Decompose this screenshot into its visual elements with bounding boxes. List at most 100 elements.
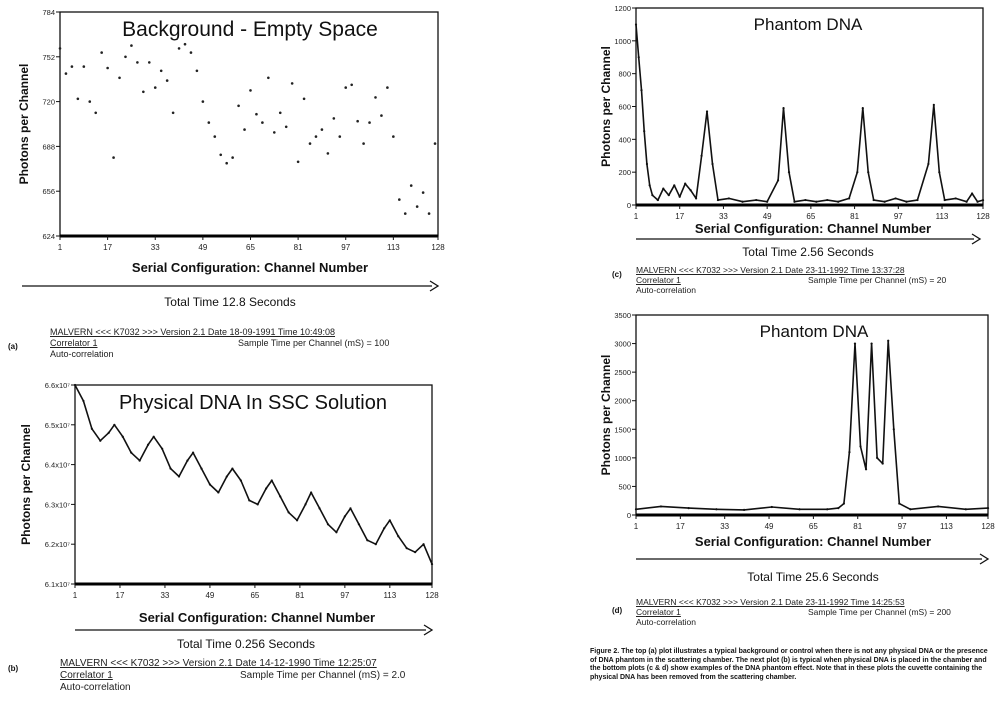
panel-d-series-line <box>635 339 989 511</box>
panel-b-title: Physical DNA In SSC Solution <box>119 392 387 414</box>
panel-a-data-point <box>421 191 425 194</box>
panel-d-series-point <box>837 507 840 510</box>
panel-b-correlator: Correlator 1 <box>60 670 113 681</box>
panel-b-series-point <box>177 475 181 478</box>
panel-c-y-tick-label: 200 <box>618 168 631 177</box>
panel-a-data-point <box>338 135 342 138</box>
panel-c-series-point <box>656 198 659 202</box>
panel-a-data-point <box>58 47 62 50</box>
panel-d-series-point <box>842 502 845 505</box>
panel-a-data-point <box>153 86 157 89</box>
panel-c-info-line: MALVERN <<< K7032 >>> Version 2.1 Date 2… <box>636 265 905 275</box>
panel-a-data-point <box>219 153 223 157</box>
panel-b-y-tick-label: 6.5x10⁷ <box>45 421 71 430</box>
panel-d-series-point <box>986 507 990 510</box>
panel-c-tag: (c) <box>612 270 622 279</box>
panel-c-x-tick-label: 128 <box>976 212 990 221</box>
panel-b-series-point <box>326 523 330 526</box>
panel-d-y-tick-label: 3000 <box>614 340 631 349</box>
panel-d-series-point <box>634 508 638 511</box>
panel-a-data-point <box>189 51 193 54</box>
panel-d-info: MALVERN <<< K7032 >>> Version 2.1 Date 2… <box>636 597 986 627</box>
panel-c-y-tick-label: 800 <box>618 70 631 79</box>
panel-c-series-point <box>883 200 886 203</box>
panel-b-series-point <box>397 535 400 538</box>
panel-c-series-point <box>872 198 875 202</box>
panel-a-data-point <box>350 83 353 87</box>
panel-a-y-tick-label: 688 <box>42 142 55 151</box>
panel-c-series-point <box>782 107 785 110</box>
panel-a-data-point <box>255 112 258 116</box>
panel-b-series-point <box>208 483 212 486</box>
panel-c-x-tick-label: 17 <box>675 212 684 221</box>
panel-d-series-point <box>881 462 884 465</box>
panel-d-series-point <box>964 508 967 511</box>
panel-a-x-tick-label: 128 <box>431 243 445 252</box>
panel-c-series-point <box>932 103 935 106</box>
panel-a-data-point <box>213 135 217 138</box>
panel-c-series-point <box>651 194 654 197</box>
panel-a-data-point <box>136 61 139 64</box>
panel-a-x-tick-label: 97 <box>341 243 350 252</box>
panel-d-y-axis-label: Photons per Channel <box>599 355 613 476</box>
panel-d-x-tick-label: 17 <box>676 522 685 531</box>
panel-b-series-point <box>383 527 386 530</box>
panel-b-series-point <box>191 451 195 454</box>
panel-a-data-point <box>392 135 395 138</box>
panel-d-y-tick-label: 1500 <box>614 425 631 434</box>
panel-a-data-point <box>267 76 270 80</box>
panel-b-y-tick-label: 6.3x10⁷ <box>45 500 71 509</box>
panel-c-y-tick-label: 0 <box>627 201 631 210</box>
panel-a-total-time: Total Time 12.8 Seconds <box>164 295 295 309</box>
panel-d-series-point <box>870 342 873 345</box>
panel-b-series-point <box>152 435 155 438</box>
panel-d-series-point <box>937 505 940 508</box>
panel-a-data-point <box>249 89 252 92</box>
panel-c-series-point <box>965 200 968 203</box>
panel-c-y-tick-label: 1000 <box>614 37 631 46</box>
panel-c-series-point <box>916 198 919 202</box>
panel-c-series-point <box>867 171 870 174</box>
panel-c-series-point <box>894 197 897 200</box>
panel-c-series-point <box>954 197 957 200</box>
panel-a-data-point <box>237 104 240 108</box>
panel-c-total-time: Total Time 2.56 Seconds <box>742 245 873 259</box>
panel-b-series-point <box>121 435 124 438</box>
panel-a-title: Background - Empty Space <box>122 18 378 41</box>
panel-c-mode: Auto-correlation <box>636 285 697 295</box>
panel-b-y-tick-label: 6.4x10⁷ <box>45 461 71 470</box>
panel-c-x-tick-label: 65 <box>806 212 815 221</box>
panel-d-time-arrow-head <box>979 553 990 565</box>
panel-d-info-line: MALVERN <<< K7032 >>> Version 2.1 Date 2… <box>636 597 905 607</box>
panel-c-y-tick-label: 600 <box>618 103 631 112</box>
panel-a-data-point <box>326 152 330 155</box>
panel-c-title: Phantom DNA <box>754 15 863 34</box>
panel-a-data-point <box>82 65 86 68</box>
panel-d-plot-frame <box>635 314 989 516</box>
panel-a-data-point <box>94 111 98 115</box>
panel-a-data-point <box>243 128 246 131</box>
panel-a-data-point <box>296 160 300 164</box>
panel-c-series-point <box>970 192 974 195</box>
panel-c-x-tick-label: 81 <box>850 212 859 221</box>
panel-c-series-point <box>787 171 791 174</box>
panel-d-y-tick-label: 500 <box>618 482 631 491</box>
panel-b-series-point <box>287 511 290 514</box>
panel-d-series-point <box>659 505 663 508</box>
panel-d-mode: Auto-correlation <box>636 617 697 627</box>
panel-b-series-point <box>138 459 141 462</box>
panel-d-x-tick-label: 128 <box>981 522 995 531</box>
panel-a-x-tick-label: 49 <box>198 243 207 252</box>
panel-b-series-point <box>225 475 228 478</box>
panel-b-sample-time: Sample Time per Channel (mS) = 2.0 <box>240 670 406 681</box>
panel-a-tag: (a) <box>8 342 18 351</box>
panel-d-series-point <box>859 445 862 448</box>
panel-c-series-point <box>755 198 758 202</box>
panel-b-x-tick-label: 17 <box>116 591 125 600</box>
panel-c-x-axis-label: Serial Configuration: Channel Number <box>695 221 931 236</box>
panel-c-series-point <box>727 197 730 200</box>
panel-a-data-point <box>398 198 401 201</box>
panel-c-series-point <box>705 110 709 113</box>
panel-b-series-point <box>239 479 242 482</box>
panel-c-series-point <box>861 107 864 110</box>
